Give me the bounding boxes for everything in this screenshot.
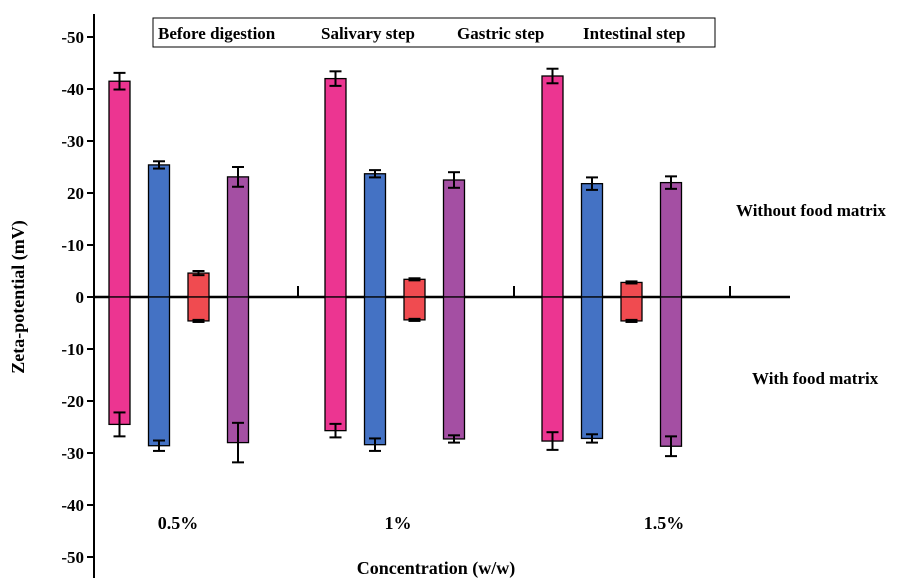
legend: Before digestion Salivary step Gastric s… — [152, 17, 716, 48]
bar-before-digestion-lower — [324, 296, 347, 432]
y-tick-label: -10 — [61, 236, 84, 255]
bar-gastric-step-upper — [403, 278, 426, 298]
legend-label-gastric-step: Gastric step — [457, 24, 544, 43]
bar-gastric-step-upper — [620, 281, 643, 298]
y-axis-title: Zeta-potential (mV) — [8, 220, 29, 373]
bar-before-digestion-upper — [541, 75, 564, 298]
bar-intestinal-step-upper — [442, 179, 466, 298]
annotation-with-food-matrix: With food matrix — [752, 369, 879, 388]
bar-gastric-step-upper — [187, 272, 210, 298]
bar-salivary-step-lower — [147, 296, 171, 447]
y-tick-label: -30 — [61, 132, 84, 151]
bar-before-digestion-lower — [108, 296, 131, 426]
bar-salivary-step-upper — [580, 182, 604, 298]
bar-salivary-step-lower — [580, 296, 604, 440]
y-tick-label: -10 — [61, 340, 84, 359]
bar-salivary-step-upper — [363, 173, 387, 298]
annotation-without-food-matrix: Without food matrix — [736, 201, 886, 220]
legend-label-intestinal-step: Intestinal step — [583, 24, 685, 43]
bar-gastric-step-lower — [620, 296, 643, 322]
legend-box — [152, 17, 716, 48]
bar-intestinal-step-upper — [226, 176, 250, 298]
category-labels: 0.5% 1% 1.5% — [158, 513, 685, 533]
y-tick-label: 0 — [76, 288, 85, 307]
y-tick-label: 20 — [67, 184, 84, 203]
bar-salivary-step-lower — [363, 296, 387, 446]
y-tick-label: -50 — [61, 548, 84, 567]
y-tick-label: -20 — [61, 392, 84, 411]
bar-intestinal-step-lower — [226, 296, 250, 444]
bar-salivary-step-upper — [147, 164, 171, 298]
bar-intestinal-step-lower — [659, 296, 683, 447]
legend-label-before-digestion: Before digestion — [158, 24, 276, 43]
bar-before-digestion-upper — [108, 80, 131, 298]
category-label: 0.5% — [158, 513, 199, 533]
bar-before-digestion-lower — [541, 296, 564, 442]
bar-gastric-step-lower — [187, 296, 210, 322]
legend-label-salivary-step: Salivary step — [321, 24, 415, 43]
bar-intestinal-step-upper — [659, 181, 683, 298]
bar-intestinal-step-lower — [442, 296, 466, 440]
y-tick-label: -40 — [61, 496, 84, 515]
x-axis-title: Concentration (w/w) — [357, 558, 515, 579]
bar-before-digestion-upper — [324, 77, 347, 298]
bars — [108, 75, 683, 447]
error-bars — [113, 67, 677, 464]
y-tick-label: -50 — [61, 28, 84, 47]
category-label: 1.5% — [644, 513, 685, 533]
x-ticks — [297, 286, 731, 297]
y-ticks: -50 -40 -30 20 -10 0 -10 -20 -30 -40 -50 — [61, 28, 94, 567]
y-tick-label: -40 — [61, 80, 84, 99]
bar-gastric-step-lower — [403, 296, 426, 321]
axes: -50 -40 -30 20 -10 0 -10 -20 -30 -40 -50 — [61, 14, 790, 578]
category-label: 1% — [385, 513, 412, 533]
y-tick-label: -30 — [61, 444, 84, 463]
